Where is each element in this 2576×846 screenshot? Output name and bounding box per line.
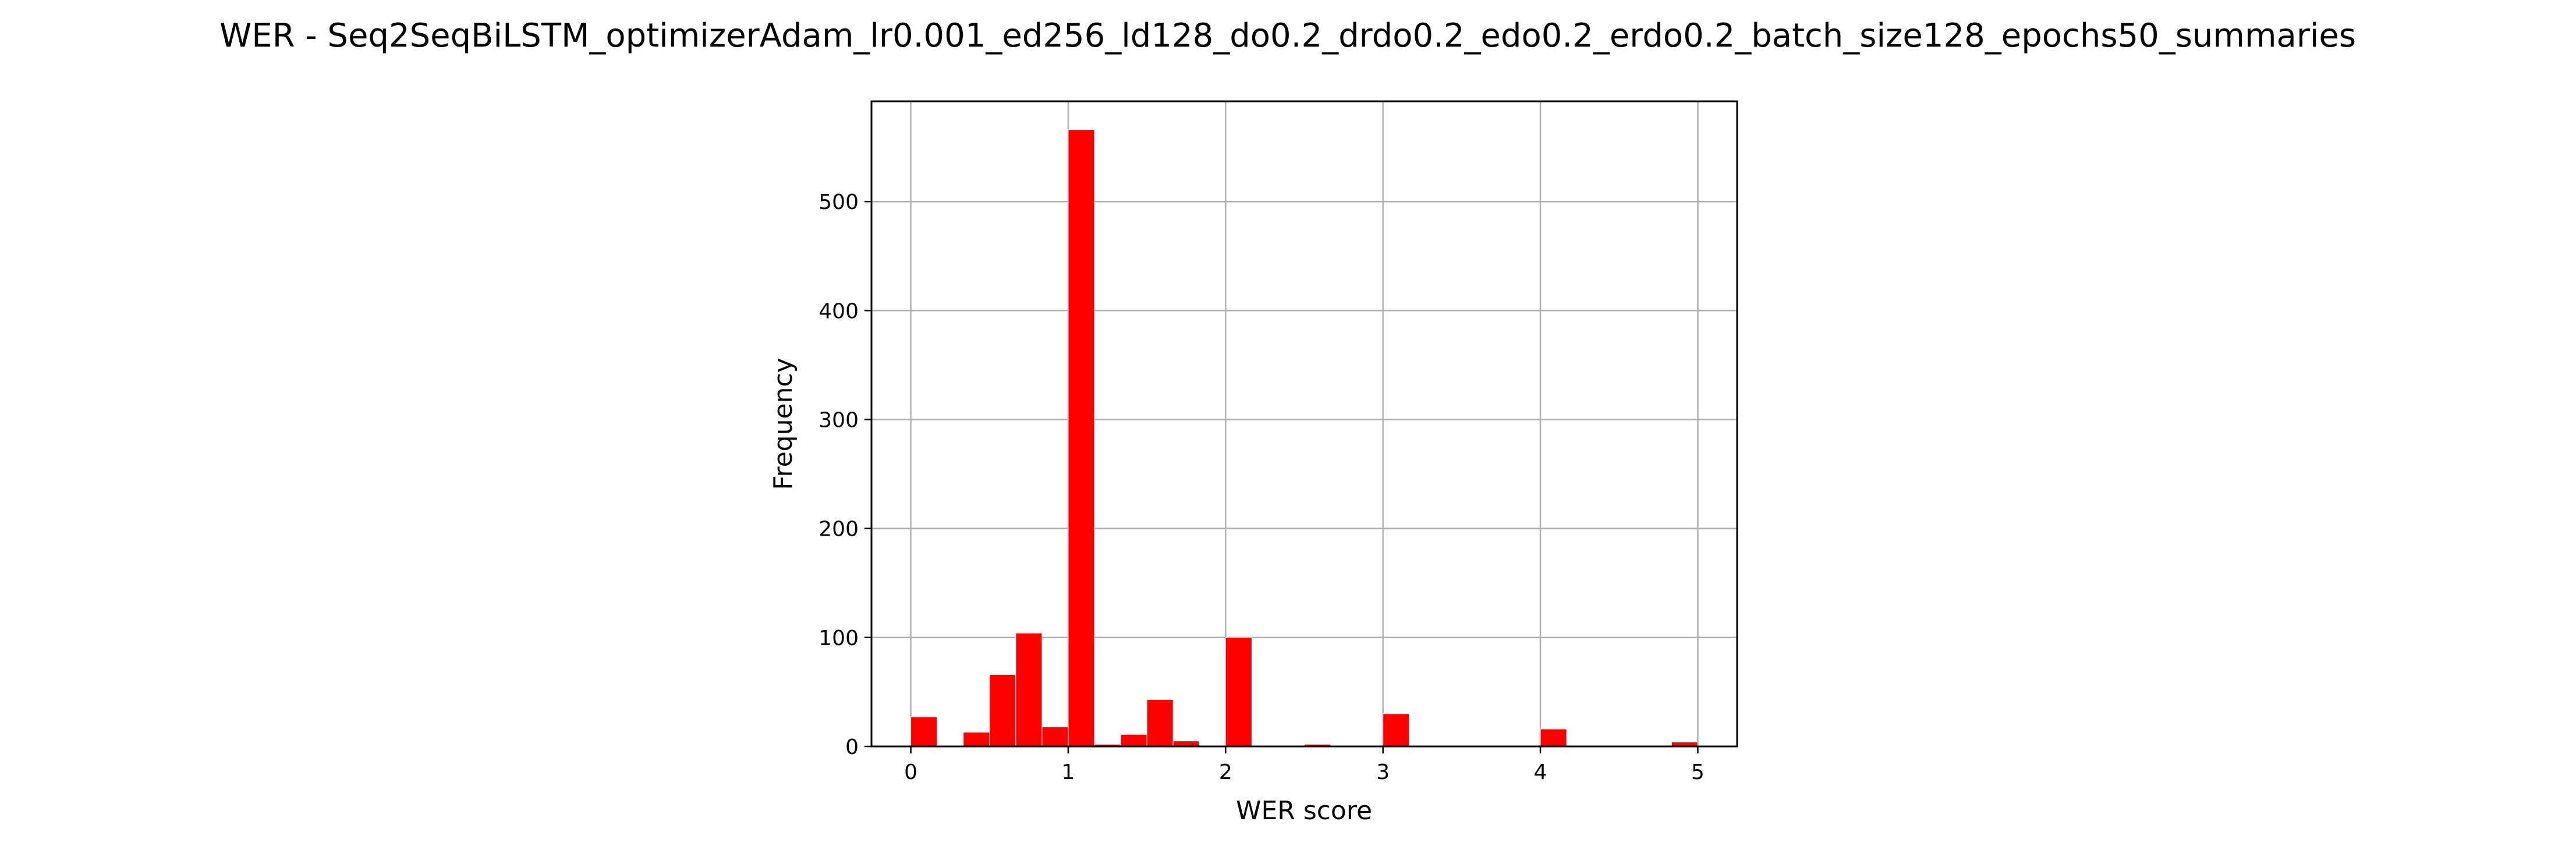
x-tick-label: 2	[1219, 760, 1232, 784]
chart-title: WER - Seq2SeqBiLSTM_optimizerAdam_lr0.00…	[219, 17, 2356, 55]
histogram-bar	[1041, 726, 1069, 747]
histogram-bar	[1383, 713, 1410, 747]
y-tick-label: 0	[845, 735, 859, 759]
y-tick-label: 300	[818, 409, 859, 433]
histogram-bar	[963, 732, 990, 747]
x-axis-label: WER score	[1236, 796, 1372, 826]
histogram-bar	[1015, 632, 1043, 747]
y-axis-label: Frequency	[768, 357, 798, 490]
histogram-bar	[989, 674, 1016, 747]
plot-frame	[870, 100, 1738, 748]
x-tick-label: 1	[1062, 760, 1075, 784]
histogram-bar	[1120, 734, 1147, 747]
y-tick-label: 400	[818, 299, 859, 323]
histogram-bar	[1540, 728, 1567, 747]
y-tick-label: 100	[818, 626, 859, 650]
x-tick-label: 0	[904, 760, 917, 784]
y-tick-label: 500	[818, 190, 859, 214]
x-tick-label: 4	[1534, 760, 1547, 784]
bars-layer	[910, 129, 1698, 747]
histogram-bar	[910, 716, 938, 747]
y-tick-label: 200	[818, 518, 859, 541]
grid-layer	[871, 101, 1737, 748]
histogram-bar	[1146, 699, 1174, 747]
x-tick-label: 5	[1691, 760, 1705, 784]
x-tick-label: 3	[1376, 760, 1390, 784]
histogram-bar	[1225, 637, 1252, 747]
ticks-layer: 0 1 2 3 4 5 0 100 200 300 400 500	[818, 190, 1705, 784]
histogram-bar	[1068, 129, 1095, 747]
